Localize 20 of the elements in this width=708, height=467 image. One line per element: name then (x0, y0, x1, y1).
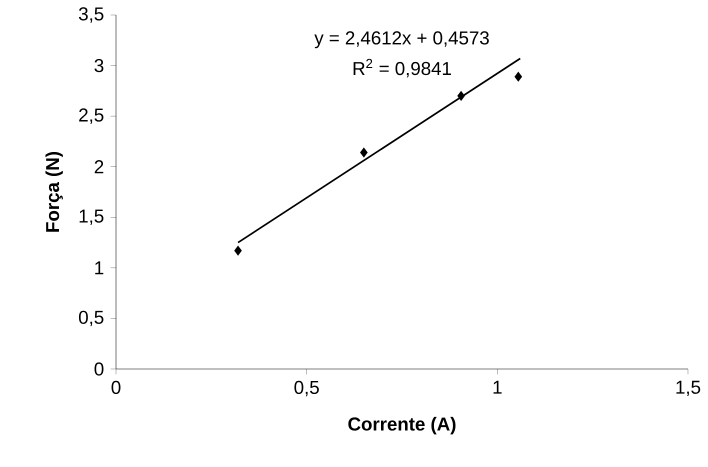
x-tick-label: 1,5 (676, 380, 700, 396)
y-tick-label: 2,5 (79, 108, 104, 124)
x-tick-label: 1 (494, 380, 502, 394)
point (360, 148, 368, 158)
annotation: y = 2,4612x + 0,4573 (314, 31, 489, 48)
x-tick-label: 0 (112, 380, 120, 394)
y-tick-label: 3,5 (78, 7, 104, 23)
y-tick-label: 2 (94, 160, 104, 174)
annotation: R$^{2}$ = 0,9841 (354, 58, 451, 78)
y-axis-title: Força (N) (45, 152, 63, 232)
point (514, 72, 522, 82)
x-axis-title: Corrente (A) (348, 416, 456, 434)
y-tick-label: 0 (94, 362, 104, 376)
y-tick-label: 1,5 (80, 210, 104, 225)
y-tick-label: 1 (95, 261, 104, 274)
x-tick-label: 0,5 (294, 380, 319, 396)
y-tick-label: 3 (94, 58, 104, 72)
y-tick-label: 0,5 (78, 310, 104, 326)
point (234, 246, 242, 256)
point (457, 90, 465, 101)
